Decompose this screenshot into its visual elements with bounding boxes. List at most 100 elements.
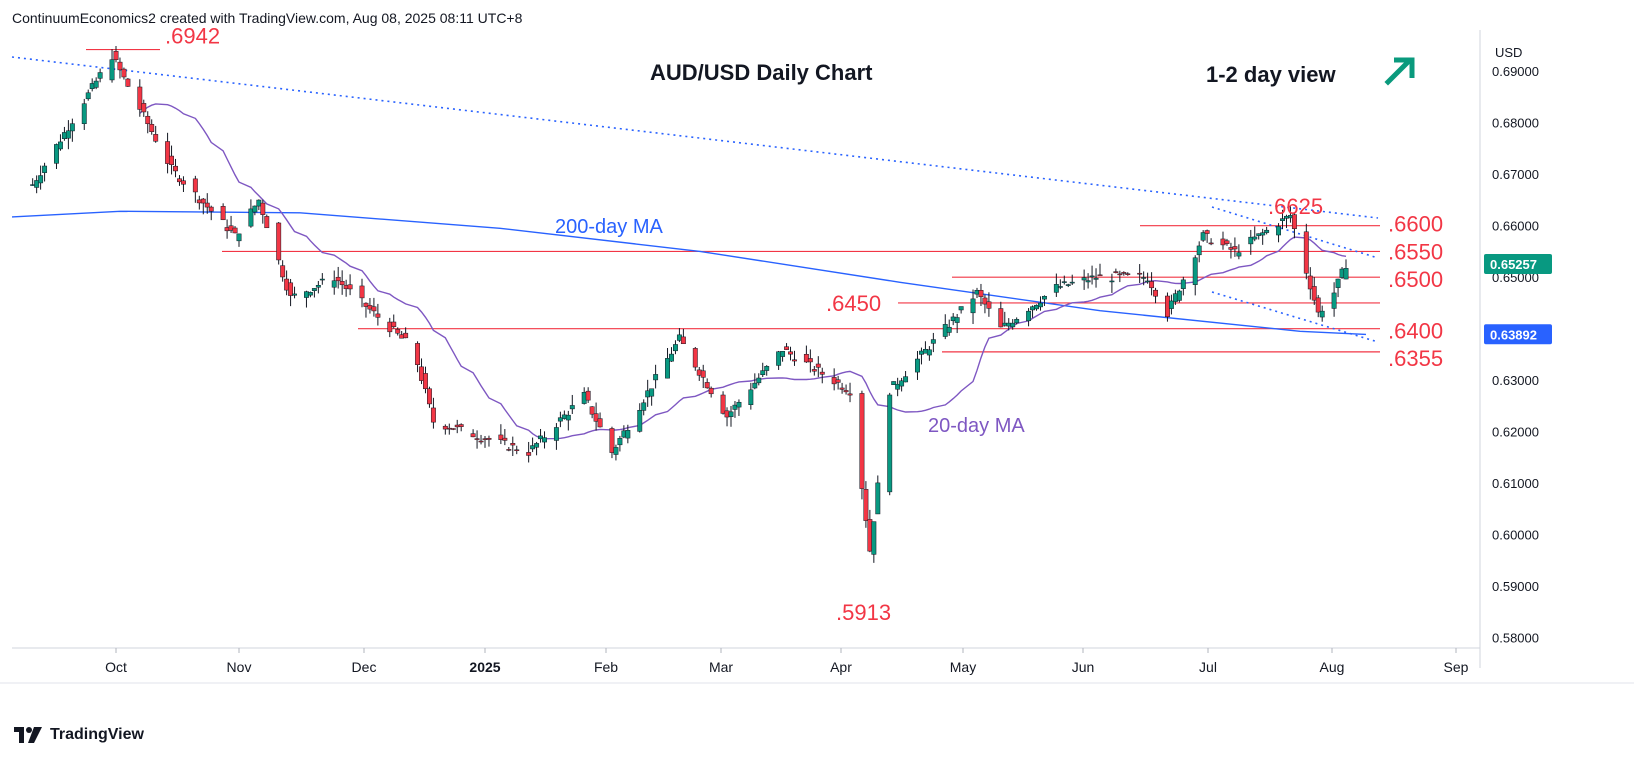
- candle-body: [1121, 272, 1127, 274]
- candle-body: [565, 414, 571, 421]
- candle-body: [93, 80, 99, 88]
- y-tick-label: 0.58000: [1492, 631, 1539, 646]
- candle-body: [514, 449, 520, 451]
- candle-body: [958, 306, 964, 311]
- low-annotation: .5913: [836, 600, 891, 625]
- candle-body: [347, 284, 353, 290]
- y-tick-label: 0.62000: [1492, 425, 1539, 440]
- candle-body: [1303, 231, 1309, 274]
- candle-body: [415, 343, 420, 365]
- candle-body: [609, 428, 615, 453]
- candle-body: [69, 123, 75, 132]
- candle-body: [288, 282, 294, 296]
- arrow-shaft: [1384, 58, 1412, 86]
- last-price-tag: 0.65257: [1490, 257, 1537, 272]
- candle-body: [173, 165, 178, 172]
- candle-body: [752, 382, 758, 389]
- candle-body: [1010, 322, 1016, 328]
- candle-body: [1081, 277, 1087, 281]
- candle-body: [526, 452, 532, 456]
- candle-body: [673, 344, 678, 352]
- candle-body: [780, 351, 786, 357]
- x-tick-label: Nov: [227, 659, 252, 675]
- y-tick-label: 0.63000: [1492, 373, 1539, 388]
- candle-body: [1053, 284, 1059, 293]
- candle-body: [819, 371, 825, 375]
- candlesticks: [30, 45, 1349, 563]
- candle-body: [1192, 257, 1198, 285]
- candle-body: [764, 366, 770, 371]
- candle-body: [58, 141, 63, 150]
- candle-body: [470, 433, 476, 438]
- candle-body: [125, 78, 131, 87]
- candle-body: [680, 336, 686, 345]
- ma200-line: [11, 210, 1367, 336]
- x-tick-label: Dec: [352, 659, 377, 675]
- candle-body: [65, 130, 71, 139]
- x-tick-label: Apr: [830, 659, 852, 675]
- candle-body: [141, 103, 147, 113]
- candle-body: [331, 280, 337, 288]
- candle-body: [113, 51, 119, 60]
- candle-body: [1248, 236, 1254, 245]
- candle-body: [1252, 236, 1258, 240]
- level-label: .6500: [1388, 267, 1443, 292]
- candle-body: [756, 377, 762, 384]
- candle-body: [486, 437, 492, 440]
- candle-body: [359, 285, 365, 299]
- candle-body: [506, 449, 512, 451]
- candle-body: [1113, 271, 1119, 273]
- candle-body: [220, 206, 226, 221]
- candle-body: [145, 115, 151, 125]
- candle-body: [165, 141, 171, 164]
- candle-body: [915, 358, 920, 373]
- candle-body: [280, 265, 286, 278]
- candle-body: [585, 390, 591, 401]
- candle-body: [1331, 292, 1337, 309]
- candle-body: [1117, 273, 1123, 276]
- candle-body: [903, 376, 909, 383]
- candle-body: [534, 443, 540, 448]
- candle-body: [998, 308, 1004, 328]
- candle-body: [835, 379, 841, 383]
- candle-body: [653, 374, 659, 381]
- candle-body: [859, 393, 865, 489]
- x-tick-label: Jul: [1199, 659, 1217, 675]
- candle-body: [363, 302, 369, 307]
- candle-body: [593, 413, 599, 422]
- candle-body: [1311, 286, 1317, 301]
- candle-body: [887, 394, 893, 493]
- candle-body: [665, 358, 670, 379]
- candle-body: [236, 233, 242, 242]
- candle-body: [720, 394, 726, 414]
- candle-body: [192, 178, 198, 193]
- x-tick-label: Oct: [105, 659, 127, 675]
- candle-body: [708, 387, 714, 395]
- level-label: .6600: [1388, 212, 1443, 237]
- candle-body: [1176, 290, 1182, 301]
- candle-body: [1307, 275, 1313, 290]
- candle-body: [248, 208, 254, 227]
- candle-body: [891, 381, 897, 385]
- candle-body: [978, 290, 984, 298]
- ma200-label: 200-day MA: [555, 216, 663, 238]
- candle-body: [42, 165, 48, 173]
- candle-body: [669, 353, 674, 362]
- y-tick-label: 0.68000: [1492, 116, 1539, 131]
- chart-annotations: .6942 .6600.6550 .6500 .6450 .6400.6355 AUD/U…: [165, 24, 1443, 625]
- candle-body: [200, 198, 206, 204]
- candle-body: [232, 227, 238, 234]
- candle-body: [1089, 275, 1095, 278]
- channel-lower-line: [1211, 291, 1379, 343]
- view-label: 1-2 day view: [1206, 62, 1337, 87]
- candle-body: [1109, 280, 1115, 283]
- x-tick-label: 2025: [469, 659, 500, 675]
- candle-body: [260, 202, 266, 215]
- candle-body: [946, 326, 952, 333]
- axes: 0.690000.680000.670000.660000.650000.640…: [0, 30, 1634, 684]
- long-downtrend-line: [11, 56, 1379, 219]
- tradingview-footer[interactable]: TradingView: [14, 726, 144, 744]
- candle-body: [510, 443, 516, 446]
- y-tick-label: 0.61000: [1492, 476, 1539, 491]
